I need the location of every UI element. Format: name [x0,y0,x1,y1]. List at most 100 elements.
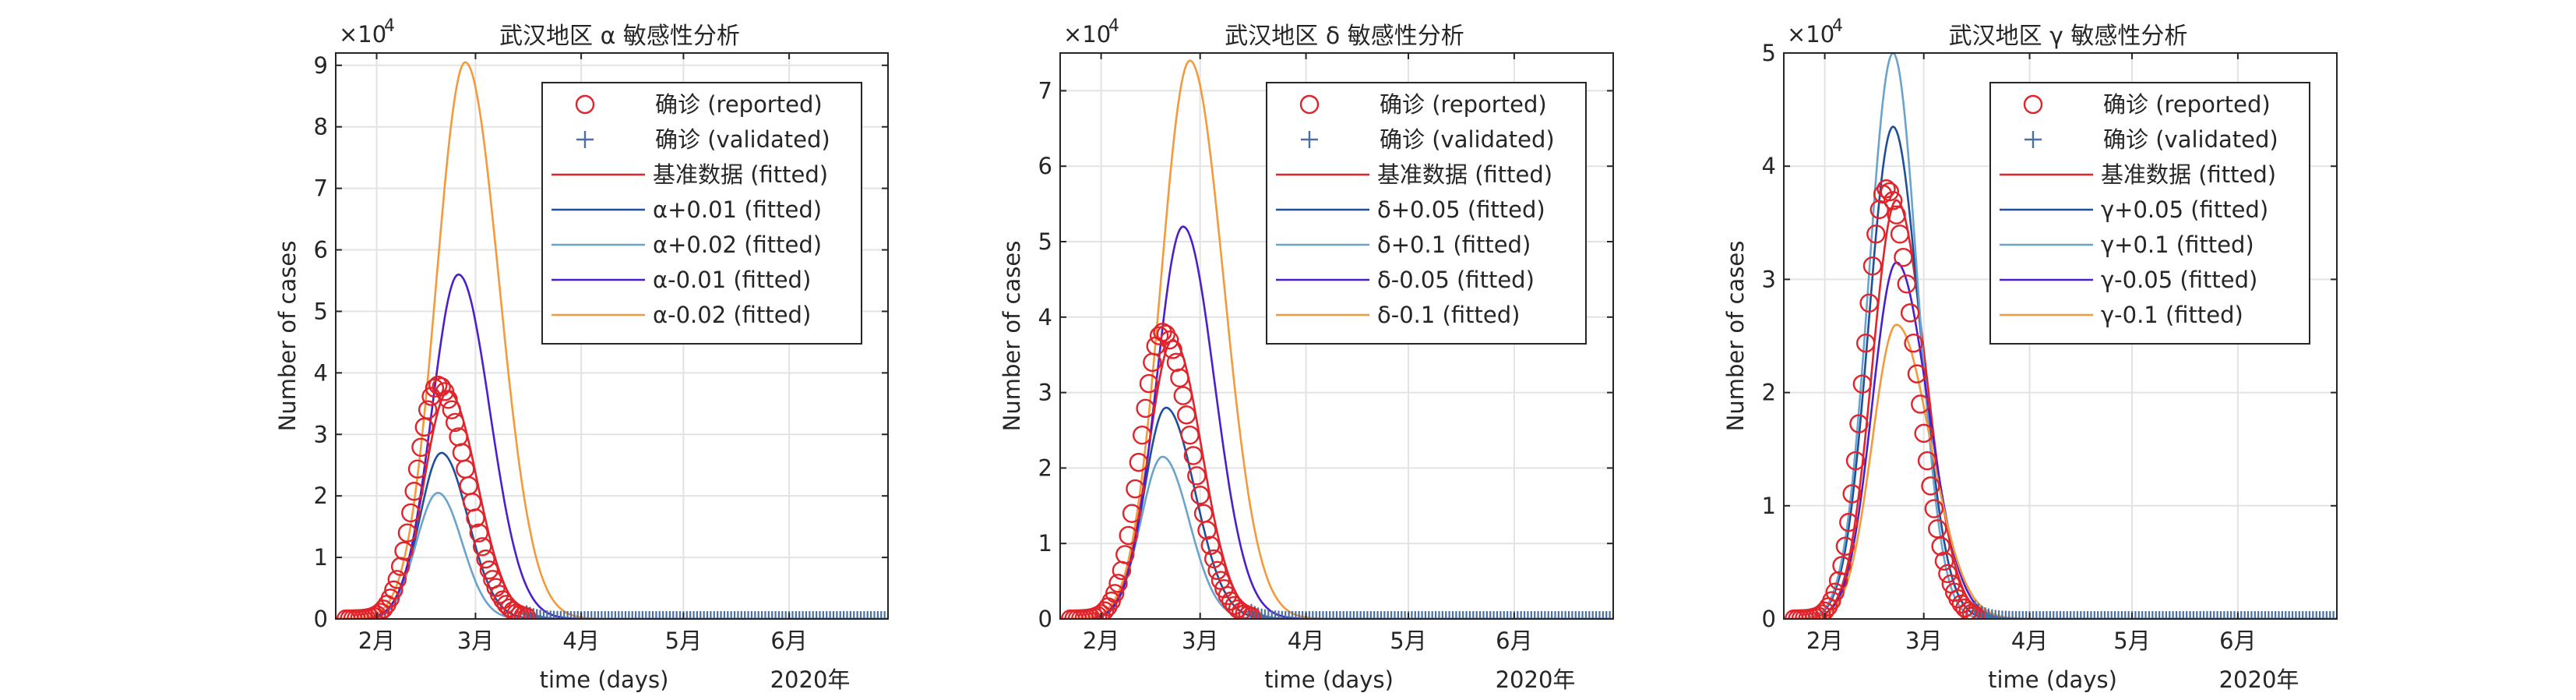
validated-point [1554,611,1570,619]
validated-point [774,611,791,619]
validated-point [713,611,729,619]
validated-point [869,611,886,619]
validated-point [601,611,617,619]
legend-label: 确诊 (validated) [2103,126,2278,153]
validated-point [1584,611,1601,619]
validated-point [767,611,784,619]
validated-point [614,611,630,619]
validated-point [2295,611,2311,619]
y-tick-label: 4 [1038,304,1052,331]
reported-point [1928,519,1947,539]
reported-point [1828,571,1848,591]
validated-point [1517,611,1533,619]
validated-point [1503,611,1519,619]
validated-point [802,611,818,619]
validated-point [2073,611,2089,619]
validated-point [1499,611,1516,619]
validated-point [1373,611,1389,619]
validated-point [2179,611,2195,619]
reported-point [1176,405,1196,425]
validated-point [624,611,640,619]
validated-point [692,611,709,619]
x-tick-label: 4月 [2011,628,2048,654]
validated-point [1561,611,1577,619]
reported-point [1859,293,1879,313]
reported-point [1180,425,1200,445]
validated-point [1510,611,1526,619]
validated-point [1595,611,1611,619]
validated-point [634,611,650,619]
validated-point [809,611,825,619]
reported-point [1832,556,1852,575]
validated-point [651,611,668,619]
legend-label: α-0.01 (fitted) [653,267,811,293]
validated-point [2196,611,2212,619]
validated-point [1581,611,1598,619]
reported-point [1961,603,1982,619]
y-tick-label: 3 [1038,380,1052,406]
validated-point [2059,611,2075,619]
series-line-2 [336,451,888,619]
validated-point [2155,611,2171,619]
validated-point [1369,611,1386,619]
validated-point [638,611,654,619]
reported-point [445,412,465,433]
validated-point [815,611,831,619]
validated-point [866,611,883,619]
validated-point [1383,611,1400,619]
validated-point [1445,611,1461,619]
validated-point [1564,611,1580,619]
reported-point [1129,452,1149,472]
validated-point [747,611,763,619]
legend-label: δ-0.1 (fitted) [1377,302,1520,328]
reported-point [1094,601,1115,619]
reported-point [1815,601,1834,619]
validated-point [2257,611,2273,619]
y-tick-label: 2 [1038,454,1052,481]
validated-point [1339,611,1355,619]
validated-point [1451,611,1468,619]
validated-point [812,611,828,619]
exponent-power: 4 [1108,16,1119,36]
series-line-2 [1060,406,1613,619]
legend-marker-plus [2025,131,2042,148]
reported-point [1965,605,1985,619]
validated-point [1318,611,1334,619]
validated-point [852,611,869,619]
reported-point [387,570,407,589]
validated-point [1482,611,1499,619]
legend-label: α+0.01 (fitted) [653,196,822,223]
validated-point [1394,611,1410,619]
legend-label: δ-0.05 (fitted) [1377,267,1535,293]
validated-point [2291,611,2307,619]
reported-point [1822,591,1841,610]
validated-point [2120,611,2137,619]
x-tick-label: 3月 [457,628,494,654]
validated-point [1366,611,1383,619]
x-tick-label: 2月 [358,628,395,654]
y-tick-label: 8 [314,114,328,140]
reported-point [1136,398,1155,419]
reported-point [1958,601,1978,619]
validated-point [2053,611,2068,619]
x-tick-label: 3月 [1905,628,1942,654]
reported-point [1160,331,1179,350]
reported-point [1187,466,1207,486]
reported-point [1907,364,1927,384]
reported-point [489,585,509,604]
validated-point [621,611,637,619]
validated-point [2308,611,2324,619]
validated-point [1322,611,1338,619]
reported-point [1163,340,1182,359]
validated-point [2049,611,2065,619]
validated-point [1571,611,1588,619]
validated-point [618,611,634,619]
y-tick-label: 3 [314,421,328,447]
validated-point [2169,611,2185,619]
reported-point [425,378,445,398]
reported-point [1931,536,1951,556]
validated-point [839,611,855,619]
y-tick-label: 4 [1762,153,1776,179]
reported-point [367,605,386,619]
